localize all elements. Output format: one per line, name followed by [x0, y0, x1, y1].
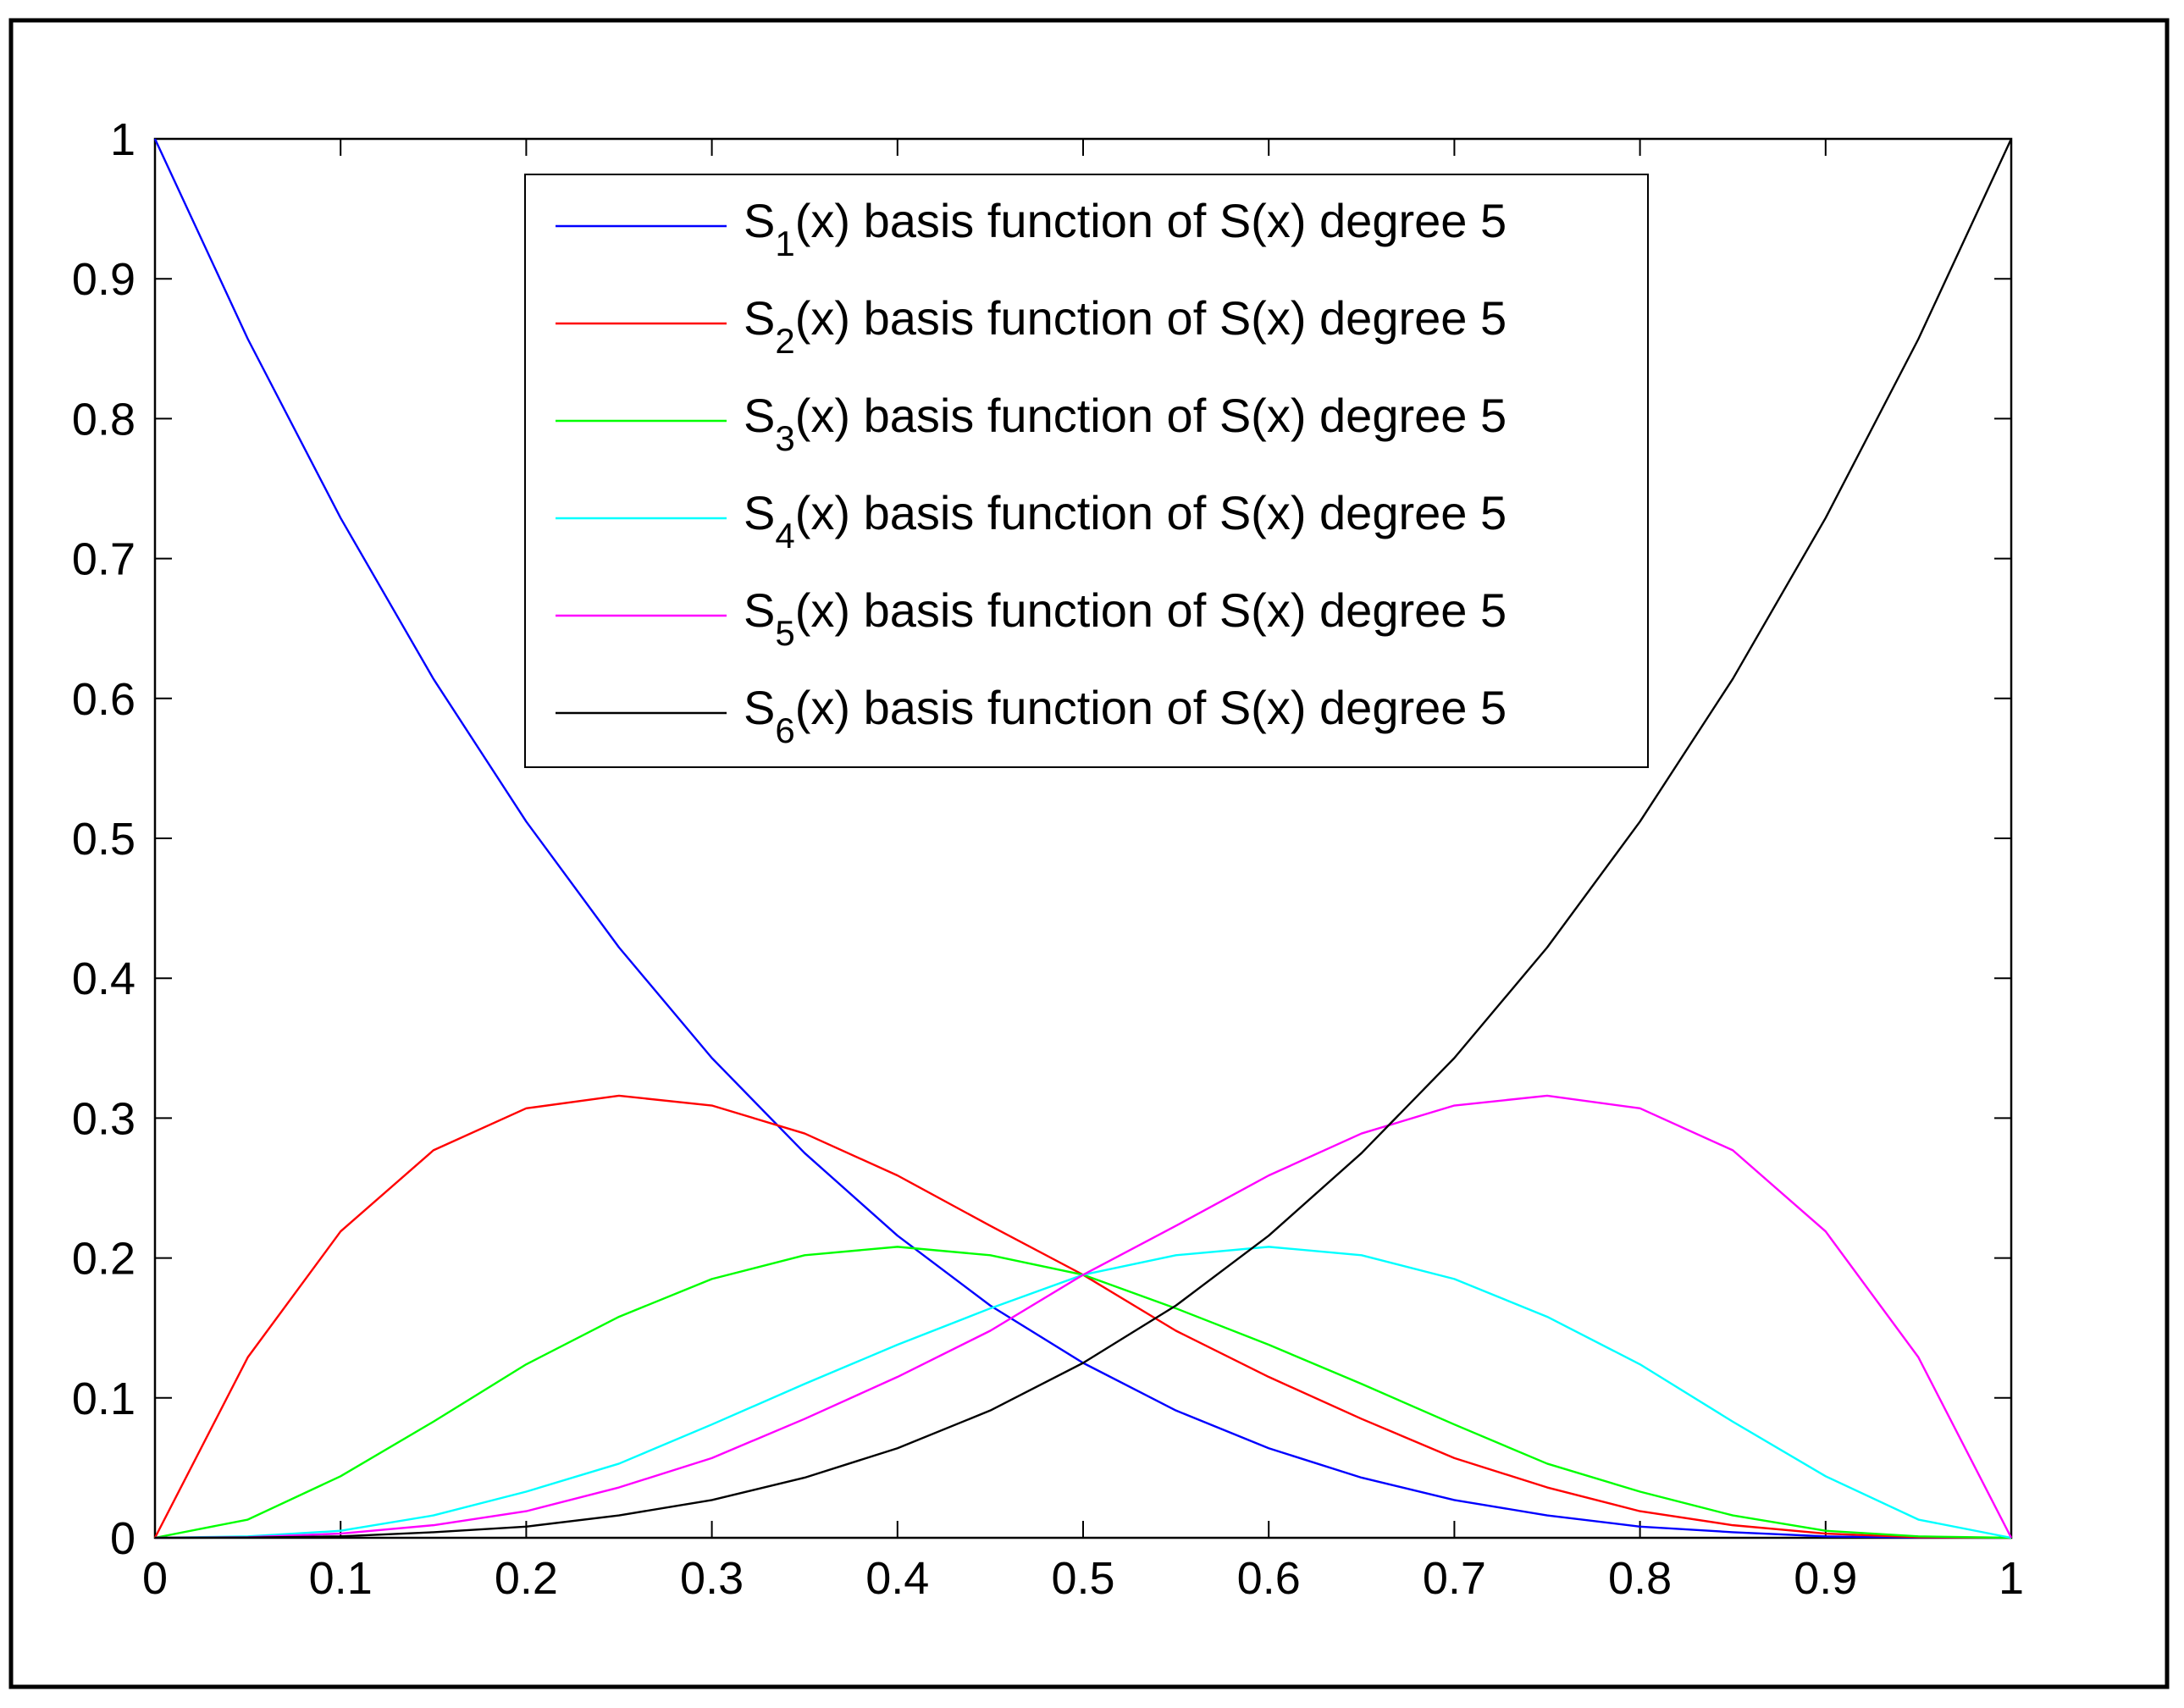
legend-entry-prefix: S [744, 486, 775, 539]
legend-entry-s1: S1(x) basis function of S(x) degree 5 [744, 194, 1507, 263]
series-line-s5 [154, 1094, 2013, 1539]
legend-entry-text: (x) basis function of S(x) degree 5 [795, 291, 1507, 345]
legend-entry-prefix: S [744, 583, 775, 637]
legend-entry-text: (x) basis function of S(x) degree 5 [795, 583, 1507, 637]
legend-entry-prefix: S [744, 389, 775, 442]
y-tick-label: 0.9 [72, 254, 135, 305]
legend-entry-prefix: S [744, 291, 775, 345]
x-tick-label: 0.5 [1051, 1553, 1114, 1604]
y-tick-label: 0.3 [72, 1093, 135, 1144]
x-tick-label: 0.2 [495, 1553, 558, 1604]
x-tick-labels: 0 0.1 0.2 0.3 0.4 0.5 0.6 0.7 0.8 0.9 1 [142, 1553, 2024, 1604]
legend-box [524, 174, 1649, 768]
legend-entry-s3: S3(x) basis function of S(x) degree 5 [744, 389, 1507, 458]
x-tick-label: 1 [1999, 1553, 2024, 1604]
series-lines [153, 138, 2013, 1539]
y-tick-label: 0 [110, 1513, 135, 1564]
legend-entry-text: (x) basis function of S(x) degree 5 [795, 486, 1507, 539]
legend: S1(x) basis function of S(x) degree 5S2(… [524, 174, 1649, 768]
axis-ticks [154, 138, 2012, 1539]
x-tick-label: 0 [142, 1553, 168, 1604]
legend-entry-s4: S4(x) basis function of S(x) degree 5 [744, 486, 1507, 556]
x-tick-label: 0.8 [1608, 1553, 1672, 1604]
x-tick-label: 0.1 [309, 1553, 373, 1604]
y-tick-label: 0.4 [72, 953, 135, 1004]
x-tick-label: 0.9 [1794, 1553, 1857, 1604]
legend-entry-s2: S2(x) basis function of S(x) degree 5 [744, 291, 1507, 361]
legend-entry-subscript: 5 [775, 613, 794, 653]
y-tick-label: 1 [110, 114, 135, 165]
legend-entry-prefix: S [744, 681, 775, 734]
legend-entry-s5: S5(x) basis function of S(x) degree 5 [744, 583, 1507, 653]
legend-entry-text: (x) basis function of S(x) degree 5 [795, 681, 1507, 734]
legend-entry-subscript: 1 [775, 224, 794, 263]
legend-entry-subscript: 4 [775, 516, 794, 556]
legend-entry-prefix: S [744, 194, 775, 247]
x-tick-label: 0.4 [865, 1553, 929, 1604]
legend-entry-text: (x) basis function of S(x) degree 5 [795, 389, 1507, 442]
x-tick-label: 0.3 [680, 1553, 744, 1604]
series-line-s6 [154, 138, 2013, 1539]
legend-entry-subscript: 3 [775, 418, 794, 458]
legend-entry-subscript: 6 [775, 710, 794, 750]
y-tick-label: 0.7 [72, 534, 135, 585]
y-tick-label: 0.2 [72, 1234, 135, 1285]
y-tick-label: 0.1 [72, 1374, 135, 1424]
y-tick-label: 0.8 [72, 394, 135, 445]
y-tick-labels: 0 0.1 0.2 0.3 0.4 0.5 0.6 0.7 0.8 0.9 1 [72, 114, 135, 1564]
legend-entry-subscript: 2 [775, 321, 794, 361]
y-tick-label: 0.5 [72, 814, 135, 865]
legend-entry-text: (x) basis function of S(x) degree 5 [795, 194, 1507, 247]
y-tick-label: 0.6 [72, 674, 135, 725]
x-tick-label: 0.7 [1423, 1553, 1486, 1604]
x-tick-label: 0.6 [1237, 1553, 1301, 1604]
legend-entry-s6: S6(x) basis function of S(x) degree 5 [744, 681, 1507, 750]
